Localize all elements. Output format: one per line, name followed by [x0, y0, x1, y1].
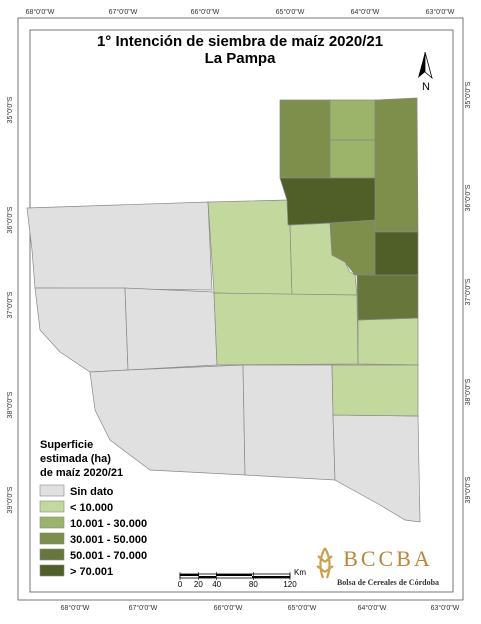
- legend-label: < 10.000: [70, 502, 113, 514]
- legend-label: Sin dato: [70, 486, 114, 498]
- legend-swatch: [39, 548, 65, 561]
- outer-frame: [17, 17, 464, 601]
- regions: [26, 97, 421, 523]
- coord-label: 39°0'0"S: [464, 476, 472, 503]
- region: [242, 364, 336, 481]
- coord-label: 65°0'0"W: [288, 604, 317, 612]
- coord-label: 38°0'0"S: [464, 378, 472, 405]
- logo-name: BCCBA: [343, 546, 433, 571]
- coord-label: 35°0'0"S: [6, 96, 14, 123]
- legend-label: 50.001 - 70.000: [70, 550, 147, 562]
- region: [331, 364, 419, 417]
- scale-bar-segment: [252, 576, 290, 578]
- scale-unit: Km: [294, 568, 306, 577]
- region: [356, 274, 419, 321]
- coord-label: 37°0'0"S: [464, 278, 472, 305]
- legend-swatch: [39, 500, 65, 513]
- scale-label: 20: [194, 580, 203, 589]
- region: [374, 231, 419, 276]
- region: [124, 287, 218, 371]
- title: 1° Intención de siembra de maíz 2020/21: [97, 33, 383, 50]
- scale-label: 40: [212, 580, 221, 589]
- coord-label: 63°0'0"W: [431, 604, 460, 612]
- coord-label: 39°0'0"S: [6, 486, 14, 513]
- logo-icon: [316, 547, 334, 579]
- north-arrow: N: [418, 51, 433, 93]
- region: [357, 317, 419, 366]
- coord-label: 68°0'0"W: [26, 8, 55, 16]
- subtitle: La Pampa: [205, 50, 277, 67]
- logo: BCCBA Bolsa de Cereales de Córdoba: [316, 546, 439, 587]
- scale-label: 120: [283, 580, 297, 589]
- scale-bar: [179, 573, 291, 579]
- coord-label: 36°0'0"S: [6, 206, 14, 233]
- region: [26, 201, 213, 291]
- coord-label: 68°0'0"W: [61, 604, 90, 612]
- coord-label: 67°0'0"W: [109, 8, 138, 16]
- region: [207, 199, 293, 296]
- legend-title: de maíz 2020/21: [40, 467, 123, 479]
- coord-label: 66°0'0"W: [191, 8, 220, 16]
- scale-bar-segment: [216, 574, 252, 576]
- north-arrow-right: [424, 51, 433, 80]
- scale-bar-segment: [180, 574, 199, 576]
- coord-label: 67°0'0"W: [129, 604, 158, 612]
- region: [329, 99, 376, 141]
- region: [374, 97, 419, 233]
- logo-subtitle: Bolsa de Cereales de Córdoba: [337, 578, 439, 587]
- coord-label: 66°0'0"W: [214, 604, 243, 612]
- coord-label: 64°0'0"W: [351, 8, 380, 16]
- legend-title: estimada (ha): [40, 453, 111, 465]
- region: [279, 99, 331, 179]
- scale-bar-segment: [199, 576, 216, 578]
- legend-label: 10.001 - 30.000: [70, 518, 147, 530]
- scale-label: 0: [178, 580, 183, 589]
- region: [279, 177, 376, 226]
- legend-label: > 70.001: [70, 566, 113, 578]
- coord-label: 36°0'0"S: [464, 184, 472, 211]
- coord-label: 64°0'0"W: [358, 604, 387, 612]
- coord-label: 38°0'0"S: [6, 391, 14, 418]
- legend-title: Superficie: [40, 439, 93, 451]
- legend-swatch: [39, 532, 65, 545]
- region: [329, 139, 376, 179]
- coord-label: 65°0'0"W: [276, 8, 305, 16]
- coord-label: 35°0'0"S: [464, 81, 472, 108]
- coord-label: 63°0'0"W: [426, 8, 455, 16]
- region: [213, 292, 359, 366]
- scale-label: 80: [249, 580, 258, 589]
- legend-label: 30.001 - 50.000: [70, 534, 147, 546]
- north-label: N: [422, 81, 430, 93]
- coord-label: 37°0'0"S: [6, 291, 14, 318]
- legend-swatch: [39, 516, 65, 529]
- north-arrow-left: [418, 52, 425, 78]
- legend-swatch: [39, 484, 65, 497]
- legend-swatch: [39, 564, 65, 577]
